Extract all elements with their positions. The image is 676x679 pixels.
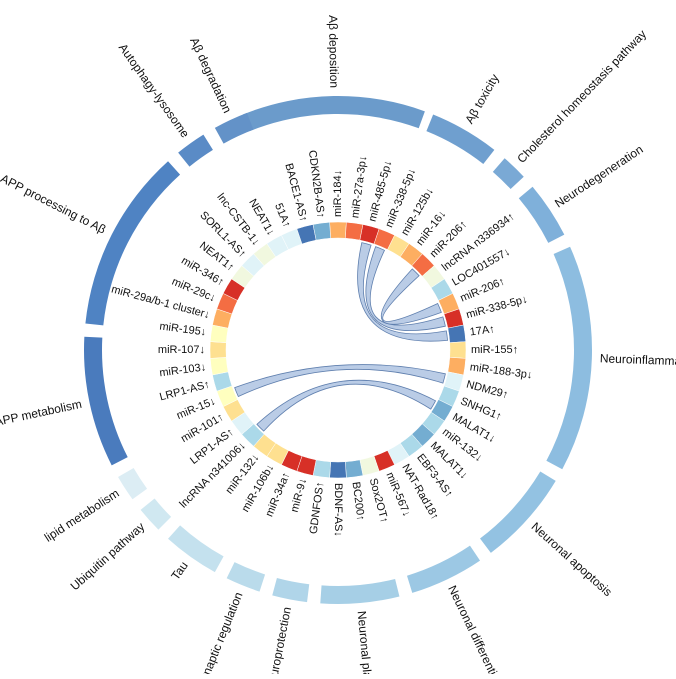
outer-segment xyxy=(83,336,128,466)
inner-label: miR-9↓ xyxy=(289,477,310,514)
inner-segment xyxy=(447,324,466,343)
inner-segment xyxy=(329,221,347,239)
outer-segment xyxy=(242,96,425,132)
inner-label: Sox2OT↑ xyxy=(367,477,390,524)
outer-segment xyxy=(320,578,400,605)
inner-label: GDNFOS↑ xyxy=(308,481,327,535)
inner-segment xyxy=(209,341,227,359)
inner-segment xyxy=(449,341,467,359)
outer-segment xyxy=(272,577,310,603)
inner-segment xyxy=(345,459,364,478)
outer-segment xyxy=(214,112,254,144)
outer-label: Synaptic regulation xyxy=(194,590,245,674)
outer-label: Neuroprotection xyxy=(264,606,294,674)
inner-label: 51A↑ xyxy=(272,202,293,230)
outer-label: Neuroinflammation xyxy=(600,351,676,369)
outer-label: Tau xyxy=(168,559,191,583)
outer-label: lipid metabolism xyxy=(42,486,122,545)
inner-label: CDKN2B-AS↑ xyxy=(306,149,327,218)
outer-segment xyxy=(492,158,524,190)
inner-label: BC200↑ xyxy=(350,481,367,521)
links xyxy=(234,242,449,432)
outer-label: Aβ deposition xyxy=(326,15,341,88)
inner-label: 17A↑ xyxy=(469,323,495,338)
outer-label: Neuronal plasticity xyxy=(355,610,377,674)
outer-label: APP metabolism xyxy=(0,397,83,429)
chord xyxy=(365,246,446,331)
outer-label: Neuronal apoptosis xyxy=(529,519,615,599)
inner-label: miR-103↓ xyxy=(159,361,207,379)
outer-segment xyxy=(518,186,565,243)
inner-label: miR-27a-3p↓ xyxy=(349,155,369,219)
outer-label: APP processing to Aβ xyxy=(0,171,108,236)
inner-segment xyxy=(210,357,229,376)
inner-label: miR-195↓ xyxy=(159,320,207,338)
inner-label: miR-107↓ xyxy=(158,344,205,356)
outer-segment xyxy=(85,161,181,326)
outer-segment xyxy=(480,471,556,553)
outer-label: Ubiquitin pathway xyxy=(68,519,148,593)
inner-label: miR-184↓ xyxy=(332,170,344,217)
outer-label: Aβ degradation xyxy=(187,35,234,115)
outer-segment xyxy=(546,246,592,470)
inner-segment xyxy=(312,222,331,241)
outer-segment xyxy=(168,525,224,573)
outer-label: Autophagy-lysosome xyxy=(116,41,193,141)
chord xyxy=(357,242,449,342)
inner-label: BDNF-AS↓ xyxy=(332,483,344,537)
outer-segment xyxy=(406,545,481,593)
outer-label: Aβ toxicity xyxy=(462,72,502,127)
chord xyxy=(256,379,437,432)
inner-label: miR-155↑ xyxy=(471,344,518,356)
outer-label: Neuronal differentiation xyxy=(445,583,511,674)
outer-label: Cholesterol homeostasis pathway xyxy=(514,27,649,166)
inner-label: miR-188-3p↓ xyxy=(469,361,533,381)
outer-label: Neurodegeneration xyxy=(552,142,645,210)
outer-segment xyxy=(178,134,213,167)
chord xyxy=(381,268,442,325)
outer-segment xyxy=(426,114,495,165)
outer-segment xyxy=(140,498,172,530)
chord xyxy=(234,364,446,398)
outer-segment xyxy=(226,562,266,592)
outer-segment xyxy=(118,468,148,500)
inner-segment xyxy=(329,461,347,479)
